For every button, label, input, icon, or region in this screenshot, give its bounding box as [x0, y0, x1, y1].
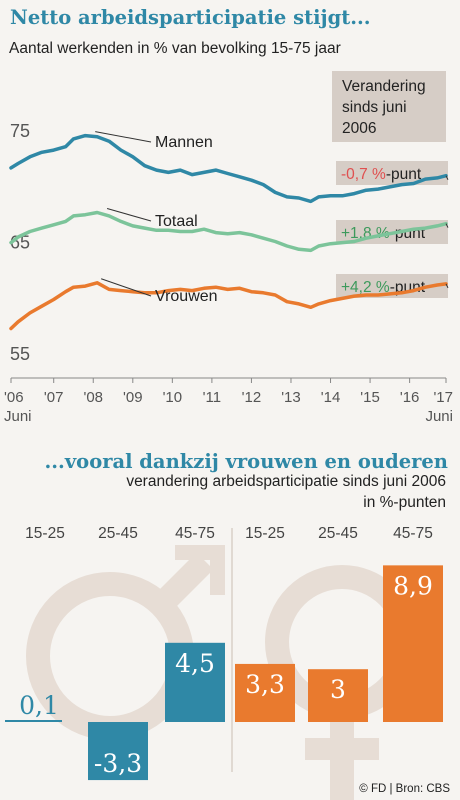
- category-label: 45-75: [393, 525, 433, 542]
- series-label-mannen: Mannen: [155, 134, 213, 151]
- x-tick-label: '16: [400, 389, 420, 406]
- x-tick-label: '10: [163, 389, 183, 406]
- x-tick-label: '08: [83, 389, 103, 406]
- bar-mannen-45-75: [165, 642, 225, 722]
- series-label-leader-totaal: [106, 208, 152, 222]
- x-tick-label: '06: [4, 389, 24, 406]
- bar-mannen-15-25: [5, 720, 62, 722]
- x-tick-label: '17: [433, 389, 453, 406]
- series-line-totaal: [9, 210, 448, 253]
- bar-value-label: 4,5: [175, 649, 215, 678]
- series-line-vrouwen: [9, 281, 448, 331]
- x-tick-label: '15: [360, 389, 380, 406]
- bar-value-label: -3,3: [94, 749, 142, 778]
- series-label-vrouwen: Vrouwen: [155, 288, 218, 305]
- y-tick-label: 75: [10, 121, 30, 141]
- bar-vrouwen-15-25: [235, 663, 295, 722]
- category-label: 25-45: [318, 525, 358, 542]
- x-tick-label: '12: [242, 389, 262, 406]
- x-tick-label: '07: [44, 389, 64, 406]
- category-label: 45-75: [175, 525, 215, 542]
- change-header-line-3: 2006: [342, 120, 376, 137]
- bar-vrouwen-45-75: [383, 565, 443, 722]
- x-tick-label: '09: [123, 389, 143, 406]
- series-line-mannen: [9, 133, 448, 204]
- series-label-leader-vrouwen: [101, 278, 152, 297]
- section2-unit: in %-punten: [363, 494, 446, 511]
- bar-mannen-25-45: [88, 722, 148, 781]
- series-label-leader-mannen: [95, 131, 152, 143]
- x-tick-label: '14: [321, 389, 341, 406]
- section2-title: ...vooral dankzij vrouwen en ouderen: [44, 450, 448, 473]
- bar-value-label: 3,3: [245, 670, 285, 699]
- change-box-mannen: [336, 161, 448, 185]
- change-pointer-mannen: [445, 175, 449, 180]
- line-chart: Verandering sinds juni 2006 556575'06Jun…: [4, 71, 453, 425]
- bar-value-label: 0,1: [19, 691, 59, 720]
- category-label: 15-25: [245, 525, 285, 542]
- section2-subtitle: verandering arbeidsparticipatie sinds ju…: [126, 473, 446, 490]
- bar-vrouwen-25-45: [308, 669, 368, 722]
- change-value-mannen: -0,7 %-punt: [341, 166, 422, 183]
- x-tick-sublabel: Juni: [4, 408, 32, 425]
- change-pointer-vrouwen: [445, 283, 449, 289]
- chart-title: Netto arbeidsparticipatie stijgt...: [10, 6, 371, 29]
- credit: © FD | Bron: CBS: [359, 783, 450, 795]
- x-tick-label: '13: [281, 389, 301, 406]
- change-pointer-totaal: [445, 223, 449, 228]
- bar-value-label: 8,9: [393, 571, 433, 600]
- x-tick-sublabel: Juni: [425, 408, 453, 425]
- series-label-totaal: Totaal: [155, 213, 198, 230]
- bar-value-label: 3: [330, 675, 346, 704]
- change-header-line-2: sinds juni: [342, 99, 407, 116]
- chart-subtitle: Aantal werkenden in % van bevolking 15-7…: [9, 40, 341, 57]
- category-label: 25-45: [98, 525, 138, 542]
- category-label: 15-25: [25, 525, 65, 542]
- change-header-box: [332, 71, 446, 142]
- change-header-line-1: Verandering: [342, 78, 426, 95]
- x-tick-label: '11: [203, 389, 221, 406]
- y-tick-label: 55: [10, 344, 30, 364]
